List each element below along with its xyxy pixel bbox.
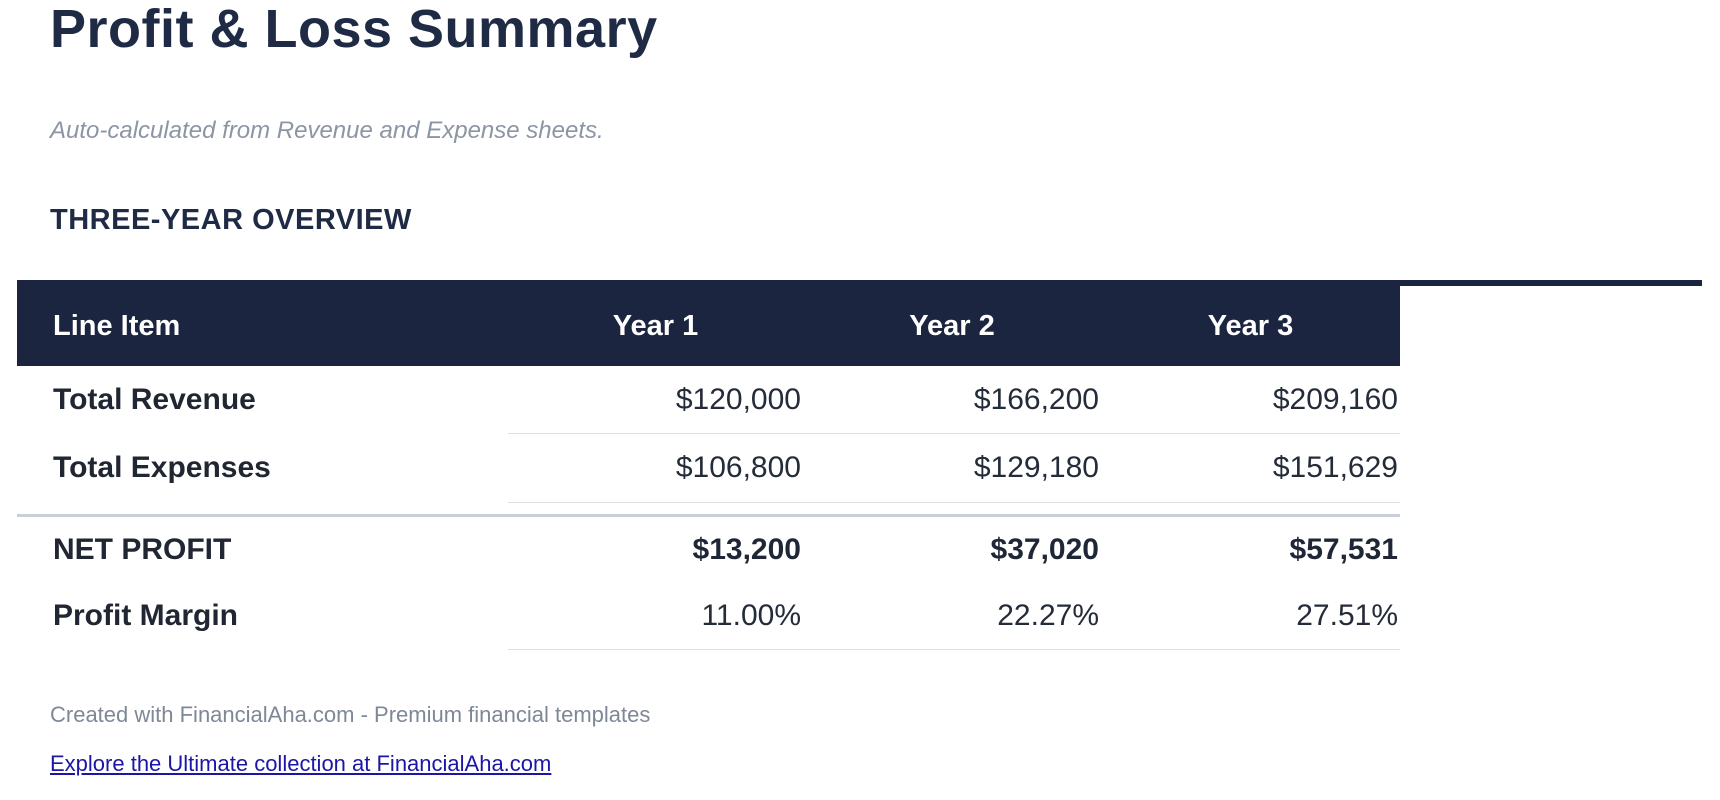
cell-value: 27.51%	[1101, 582, 1400, 650]
cell-value: $13,200	[508, 513, 803, 583]
row-divider-spacer	[17, 502, 1400, 515]
cell-value: $57,531	[1101, 513, 1400, 583]
row-label: Profit Margin	[53, 598, 238, 632]
page-title: Profit & Loss Summary	[50, 0, 658, 59]
cell-value: $166,200	[803, 366, 1101, 434]
cell-value: $106,800	[508, 433, 803, 503]
overview-table-wrap: Line Item Year 1 Year 2 Year 3 Total Rev…	[17, 280, 1702, 650]
row-label: Total Revenue	[53, 382, 256, 416]
page-footer: Created with FinancialAha.com - Premium …	[0, 701, 1720, 777]
cell-value: 11.00%	[508, 582, 803, 650]
section-heading: THREE-YEAR OVERVIEW	[50, 204, 412, 237]
cell-value: $151,629	[1101, 433, 1400, 503]
cell-value: $209,160	[1101, 366, 1400, 434]
table-row-profit-margin: Profit Margin 11.00% 22.27% 27.51%	[17, 582, 1400, 650]
column-header-year-3: Year 3	[1101, 286, 1400, 367]
overview-table: Line Item Year 1 Year 2 Year 3 Total Rev…	[17, 286, 1400, 650]
footer-explore-link[interactable]: Explore the Ultimate collection at Finan…	[50, 750, 552, 776]
page-subtitle: Auto-calculated from Revenue and Expense…	[50, 117, 604, 145]
table-row-total-expenses: Total Expenses $106,800 $129,180 $151,62…	[17, 433, 1400, 503]
table-row-total-revenue: Total Revenue $120,000 $166,200 $209,160	[17, 366, 1400, 434]
table-header: Line Item Year 1 Year 2 Year 3	[17, 286, 1400, 367]
cell-value: 22.27%	[803, 582, 1101, 650]
cell-value: $37,020	[803, 513, 1101, 583]
table-header-row: Line Item Year 1 Year 2 Year 3	[17, 286, 1400, 367]
column-header-year-2: Year 2	[803, 286, 1101, 367]
footer-credit-text: Created with FinancialAha.com - Premium …	[50, 701, 651, 727]
cell-value: $120,000	[508, 366, 803, 434]
table-row-net-profit: NET PROFIT $13,200 $37,020 $57,531	[17, 513, 1400, 583]
row-label: Total Expenses	[53, 450, 271, 484]
row-label: NET PROFIT	[17, 513, 508, 583]
column-header-line-item: Line Item	[17, 286, 508, 367]
cell-value: $129,180	[803, 433, 1101, 503]
column-header-year-1: Year 1	[508, 286, 803, 367]
